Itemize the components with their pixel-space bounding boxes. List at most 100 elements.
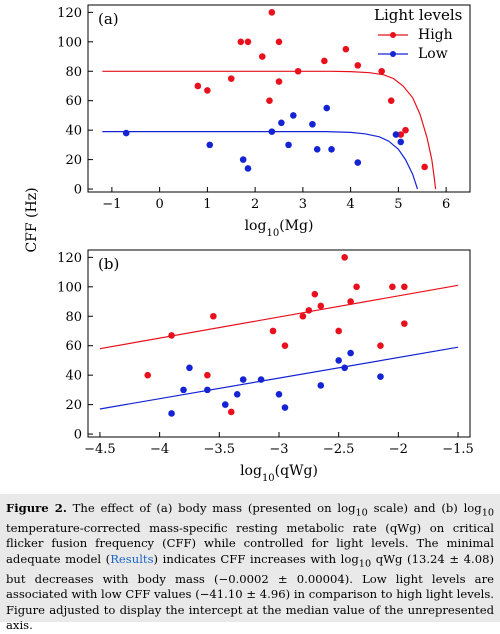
x-tick-label: −4 [150, 442, 169, 457]
data-point-high [311, 290, 319, 298]
data-point-low [354, 159, 362, 166]
y-tick-label: 80 [65, 65, 82, 80]
data-point-low [281, 404, 289, 411]
y-tick-label: 120 [57, 6, 82, 21]
caption-text-4: ) indicates CFF increases with log [153, 551, 359, 566]
fit-line-low-a [102, 131, 419, 190]
legend-entry-high: High [418, 27, 453, 43]
data-point-high [402, 126, 409, 134]
x-tick-label: 4 [346, 197, 354, 212]
x-tick-label: 2 [251, 197, 259, 212]
data-point-high [389, 283, 396, 291]
panel-label-b: (b) [98, 255, 119, 273]
y-tick-label: 100 [57, 280, 82, 295]
data-point-low [122, 129, 130, 137]
data-point-low [275, 390, 283, 398]
fit-line-high-a [102, 70, 437, 190]
x-tick-label: 6 [442, 197, 450, 212]
data-point-high [378, 67, 385, 75]
data-point-high [305, 307, 313, 314]
data-point-low [341, 364, 348, 372]
data-point-high [237, 38, 245, 46]
y-tick-label: 40 [65, 369, 82, 384]
x-axis-label-a: log10(Mg) [245, 218, 314, 239]
x-tick-label: 0 [155, 197, 163, 212]
results-link[interactable]: Results [110, 551, 154, 566]
caption-text-3: temperature-corrected mass-specific rest… [6, 520, 494, 566]
data-point-high [210, 312, 217, 320]
data-point-low [278, 119, 285, 127]
y-tick-label: 20 [65, 153, 82, 168]
y-tick-label: 120 [57, 251, 82, 266]
data-point-low [309, 120, 316, 128]
data-point-low [239, 156, 247, 163]
caption-subscript-1: 10 [355, 507, 368, 519]
data-point-low [180, 386, 187, 394]
plot-frame-b [87, 249, 471, 438]
data-point-high [354, 62, 362, 69]
data-point-low [186, 364, 193, 372]
data-point-high [347, 298, 354, 305]
data-point-high [269, 327, 277, 335]
panel-label-a: (a) [98, 10, 119, 28]
data-point-high [341, 254, 348, 261]
data-point-high [275, 78, 283, 85]
x-tick-label: −3.5 [204, 442, 236, 457]
data-point-low [397, 138, 405, 146]
data-point-high [227, 408, 235, 416]
x-axis-label-b: log10(qWg) [240, 463, 318, 484]
plot-area-b [99, 254, 459, 417]
legend-a: Light levels High Low [374, 6, 462, 62]
caption-text-1: The effect of (a) body mass (presented o… [66, 501, 356, 515]
y-tick-label: 80 [65, 310, 82, 325]
y-tick-label: 40 [65, 124, 82, 139]
x-tick-label: −1.5 [442, 442, 474, 457]
data-point-low [233, 390, 241, 398]
data-point-low [268, 128, 276, 135]
legend-entry-low: Low [418, 46, 448, 62]
data-point-high [266, 97, 273, 105]
data-point-high [401, 320, 408, 327]
data-point-high [421, 163, 428, 171]
data-point-low [335, 357, 342, 364]
data-point-low [377, 373, 384, 380]
data-point-high [204, 87, 211, 94]
data-point-low [323, 104, 331, 112]
fit-line-high-b [99, 284, 459, 350]
data-point-high [335, 327, 342, 335]
x-tick-label: −4.5 [84, 442, 116, 457]
panel-b: −4.5 −4 −3.5 −3 −2.5 −2 −1.5 0 20 40 60 80 100 120 log… [57, 249, 474, 484]
x-tick-label: 3 [299, 197, 307, 212]
data-point-high [275, 38, 283, 46]
legend-title: Light levels [374, 6, 462, 24]
data-point-low [239, 376, 247, 383]
data-point-low [244, 165, 252, 172]
data-point-low [313, 145, 321, 153]
figure-caption: Figure 2. The effect of (a) body mass (p… [0, 494, 500, 632]
data-point-high [268, 9, 276, 16]
data-point-low [317, 382, 325, 389]
y-tick-label: 20 [65, 398, 82, 413]
data-point-low [290, 112, 297, 119]
legend-marker-high [390, 32, 396, 38]
y-tick-label: 0 [74, 183, 82, 198]
legend-marker-low [390, 51, 396, 57]
data-point-high [204, 371, 211, 379]
data-point-low [168, 410, 175, 417]
data-point-high [227, 75, 235, 82]
data-point-low [221, 401, 229, 408]
x-tick-label: −2 [389, 442, 408, 457]
data-point-high [387, 97, 395, 105]
plot-frame-a [87, 4, 471, 193]
y-tick-label: 0 [74, 428, 82, 443]
x-tick-label: −2.5 [323, 442, 355, 457]
data-point-low [328, 145, 335, 153]
data-point-high [281, 342, 289, 350]
x-tick-label: 5 [394, 197, 402, 212]
data-point-low [392, 131, 400, 138]
caption-subscript-3: 10 [358, 558, 372, 570]
data-point-high [377, 342, 384, 350]
x-tick-label: −3 [269, 442, 288, 457]
data-point-high [397, 131, 405, 138]
data-point-high [299, 312, 307, 320]
